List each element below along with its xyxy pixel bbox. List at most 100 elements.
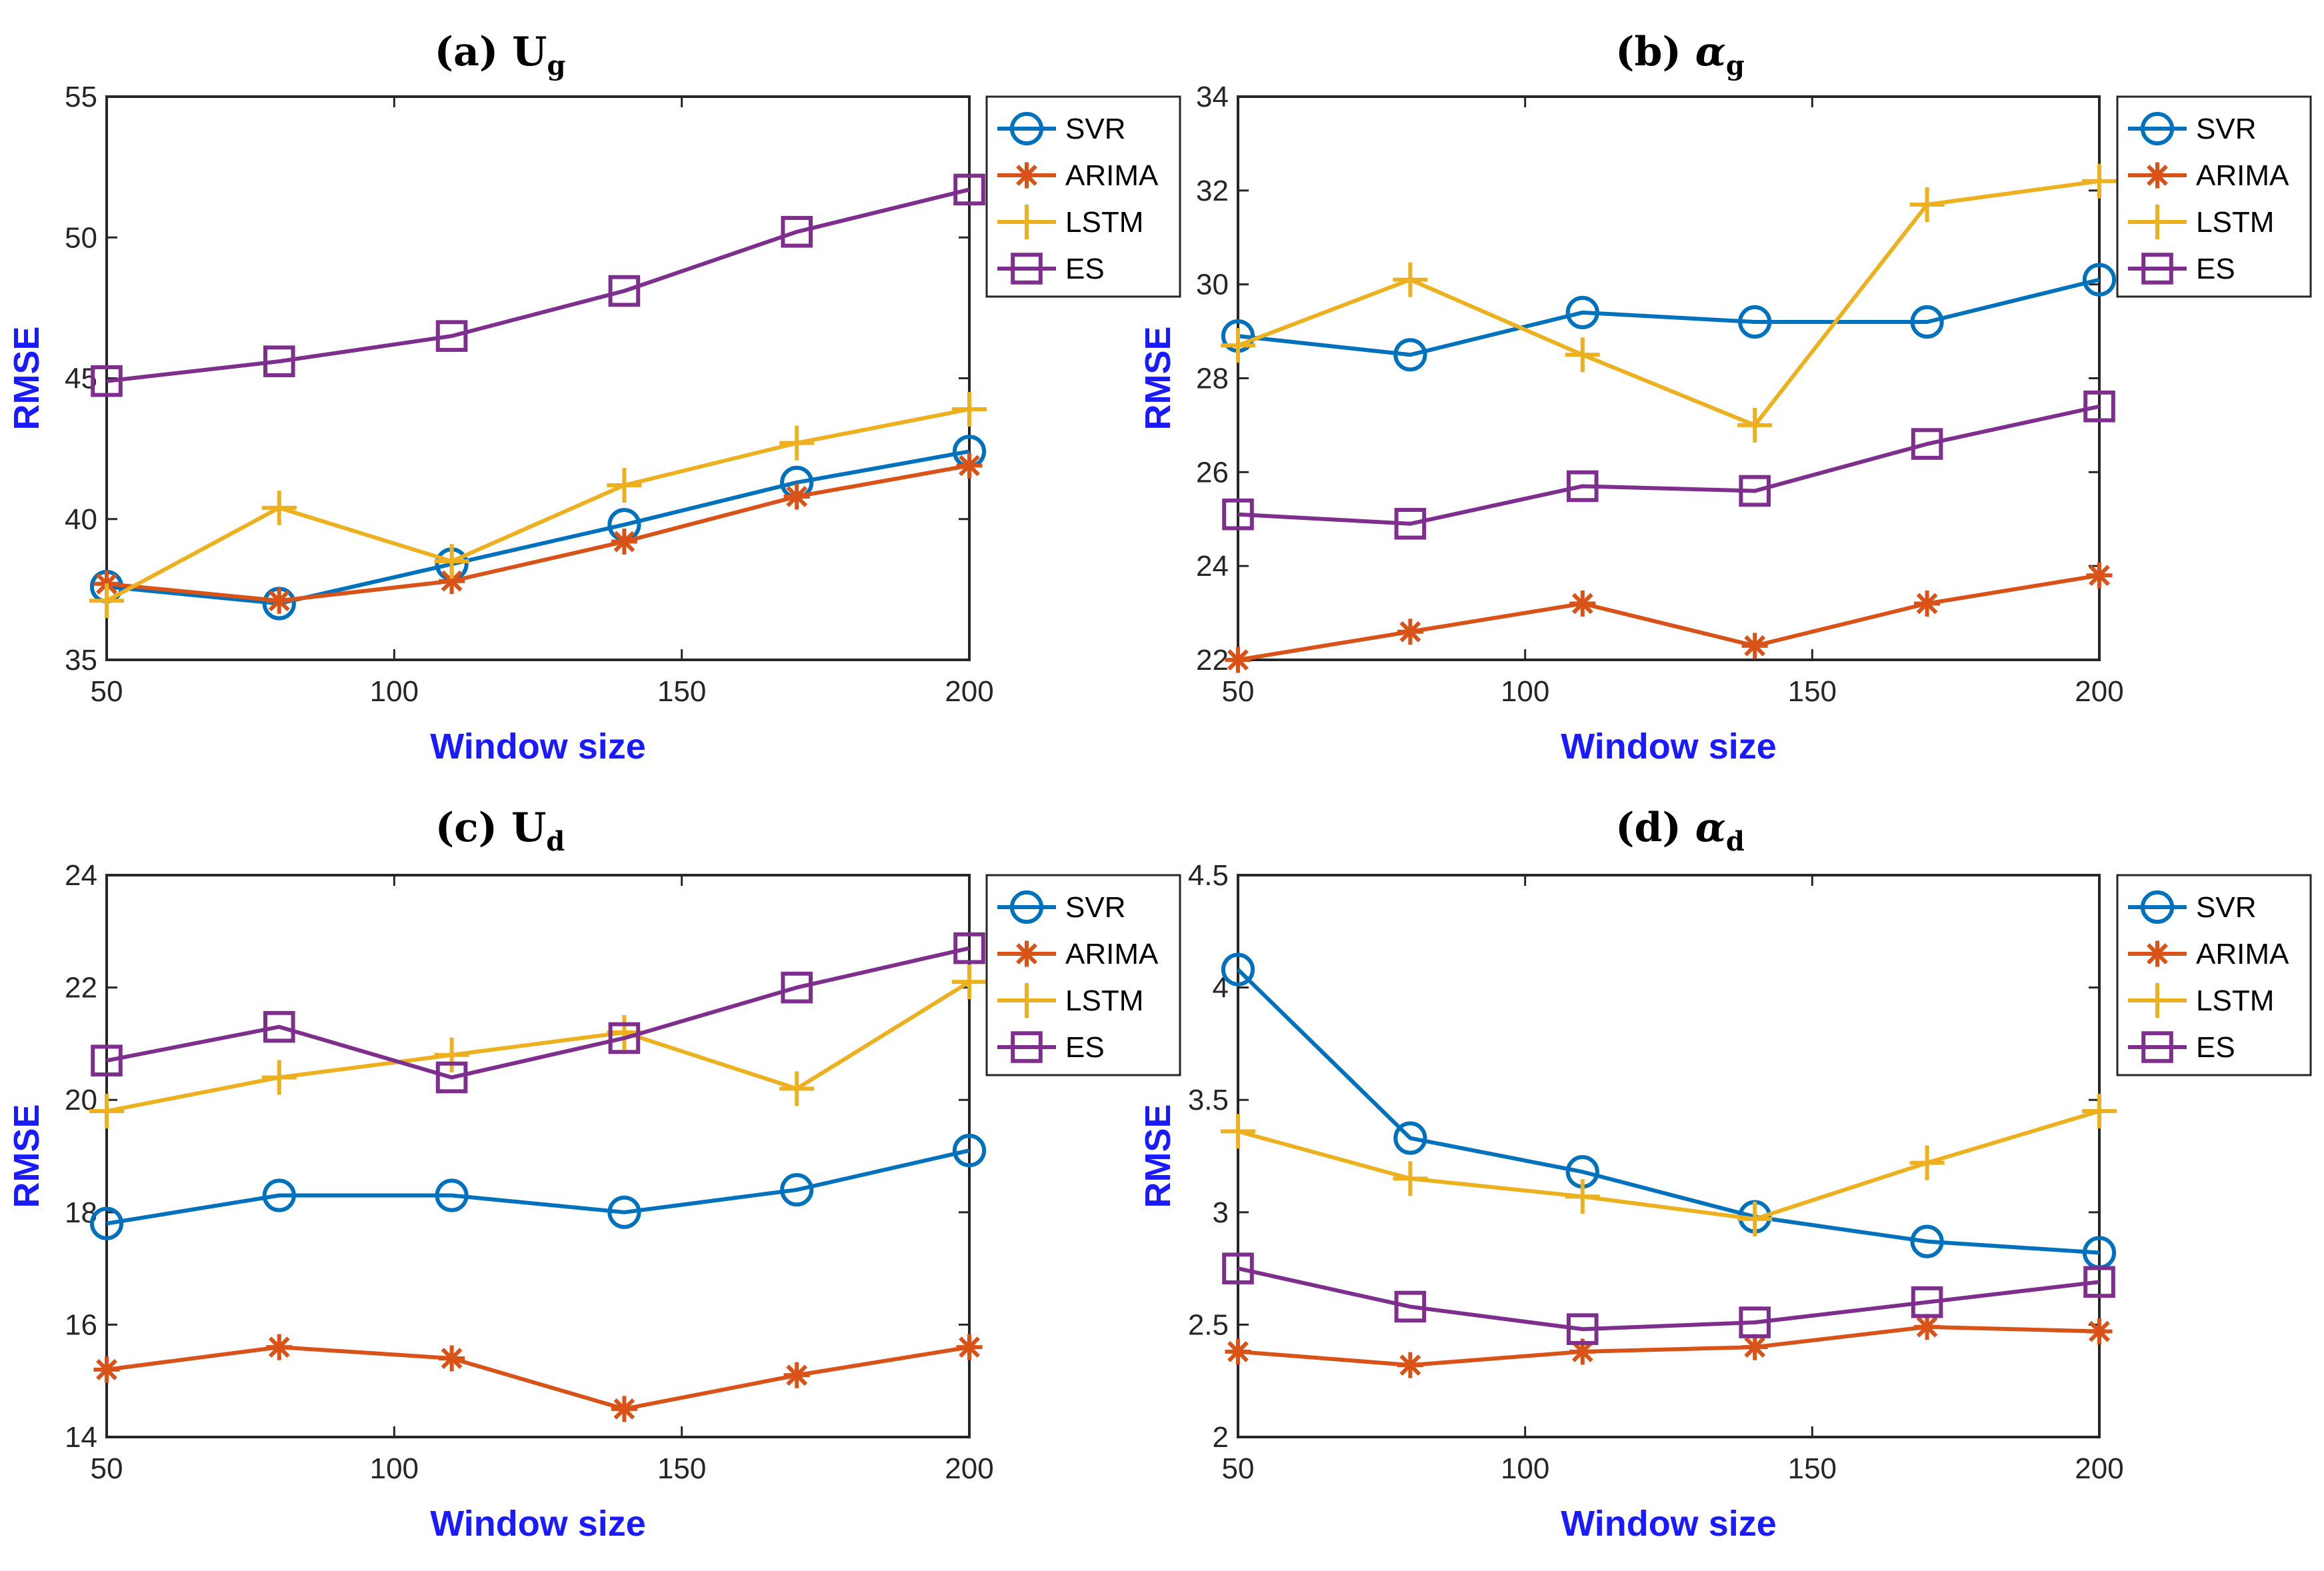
x-tick-label: 200 — [2075, 675, 2123, 708]
data-point-svr — [1565, 295, 1599, 330]
chart-title: (d) αd — [1615, 804, 1745, 857]
data-point-lstm — [434, 544, 469, 579]
legend-label-svr: SVR — [1065, 113, 1125, 145]
data-point-arima — [1569, 1338, 1596, 1365]
data-point-es — [1739, 475, 1771, 507]
chart-title: (a) Ug — [435, 29, 566, 81]
data-point-lstm — [1909, 1145, 1945, 1180]
data-point-es — [263, 345, 295, 377]
legend-label-es: ES — [2196, 1031, 2235, 1064]
data-point-es — [1739, 1306, 1771, 1338]
data-point-es — [1394, 1290, 1427, 1323]
data-point-es — [435, 320, 468, 352]
legend-label-es: ES — [1065, 253, 1105, 285]
data-point-arima — [266, 1334, 293, 1360]
data-point-lstm — [779, 1071, 815, 1106]
data-point-lstm — [607, 1015, 642, 1050]
legend-marker-lstm — [1009, 205, 1044, 239]
data-point-arima — [1225, 1338, 1251, 1365]
x-tick-label: 150 — [657, 675, 706, 708]
x-axis-label: Window size — [430, 727, 646, 767]
data-point-svr — [1393, 1121, 1427, 1155]
x-tick-label: 50 — [91, 675, 123, 708]
x-tick-label: 50 — [1222, 675, 1255, 708]
title-symbol: U — [511, 804, 546, 851]
data-point-arima — [1397, 619, 1423, 645]
title-subscript: g — [547, 50, 565, 81]
legend-label-lstm: LSTM — [1065, 984, 1143, 1017]
x-tick-label: 100 — [370, 675, 419, 708]
plot-area — [1237, 95, 2101, 661]
legend-marker-es — [2141, 253, 2173, 285]
legend-label-es: ES — [1065, 1031, 1105, 1064]
data-point-arima — [1225, 647, 1251, 673]
plot-area — [105, 95, 971, 661]
data-point-lstm — [952, 964, 987, 1000]
title-prefix: (b) — [1615, 29, 1695, 75]
series-line-lstm — [1237, 179, 2100, 427]
plot-area — [105, 874, 971, 1438]
legend-marker-svr — [2140, 111, 2175, 146]
legend-label-arima: ARIMA — [2196, 938, 2289, 970]
series-line-svr — [1236, 968, 2100, 1255]
x-tick-label: 200 — [945, 675, 993, 708]
y-tick-label: 30 — [1196, 269, 1229, 301]
data-point-lstm — [89, 1094, 124, 1129]
legend-label-es: ES — [2196, 253, 2235, 285]
y-tick-label: 22 — [65, 972, 97, 1004]
y-tick-label: 3.5 — [1188, 1084, 1229, 1116]
data-point-es — [1222, 498, 1254, 531]
data-point-arima — [2086, 1318, 2113, 1345]
x-tick-label: 150 — [657, 1452, 706, 1485]
legend-marker-lstm — [2140, 983, 2175, 1018]
legend-label-lstm: LSTM — [2196, 206, 2274, 239]
title-subscript: g — [1726, 50, 1745, 81]
series-line-lstm — [106, 980, 971, 1114]
y-tick-label: 22 — [1196, 644, 1229, 677]
legend: SVR ARIMA LSTM ES — [2116, 874, 2312, 1076]
legend-marker-lstm — [1009, 983, 1044, 1018]
data-point-arima — [1914, 1314, 1941, 1340]
data-point-es — [1567, 1313, 1599, 1345]
data-point-arima — [611, 529, 637, 555]
data-point-es — [1911, 428, 1943, 460]
series-line-es — [1237, 1266, 2100, 1332]
y-tick-label: 2 — [1213, 1421, 1229, 1454]
data-point-svr — [1738, 305, 1772, 339]
data-point-es — [91, 365, 123, 397]
data-point-lstm — [952, 391, 987, 427]
y-tick-label: 24 — [1196, 550, 1229, 583]
data-point-arima — [439, 568, 465, 595]
legend-marker-es — [1011, 253, 1043, 285]
x-tick-label: 150 — [1788, 675, 1837, 708]
data-point-es — [2083, 1266, 2115, 1298]
data-point-es — [1394, 507, 1427, 540]
data-point-es — [781, 216, 813, 248]
y-axis-label: RMSE — [7, 326, 47, 430]
data-point-svr — [1910, 1224, 1944, 1258]
data-point-arima — [1569, 591, 1596, 617]
series-line-lstm — [1237, 1109, 2100, 1221]
title-symbol: α — [1695, 804, 1726, 851]
y-axis-label: RMSE — [1138, 1104, 1178, 1208]
y-tick-label: 55 — [65, 81, 97, 113]
data-point-svr — [1393, 338, 1427, 372]
legend: SVR ARIMA LSTM ES — [985, 874, 1181, 1076]
data-point-arima — [783, 1362, 810, 1388]
data-point-lstm — [779, 425, 815, 461]
data-point-es — [435, 1061, 468, 1094]
data-point-arima — [439, 1345, 465, 1372]
series-line-arima — [106, 463, 970, 603]
data-point-es — [953, 932, 985, 964]
data-point-svr — [780, 1172, 814, 1207]
legend-marker-svr — [1009, 890, 1044, 924]
data-point-lstm — [1221, 328, 1255, 363]
y-tick-label: 32 — [1196, 175, 1229, 207]
y-tick-label: 34 — [1196, 81, 1229, 113]
data-point-svr — [1221, 952, 1255, 986]
data-point-es — [91, 1044, 123, 1076]
data-point-lstm — [1909, 187, 1945, 222]
